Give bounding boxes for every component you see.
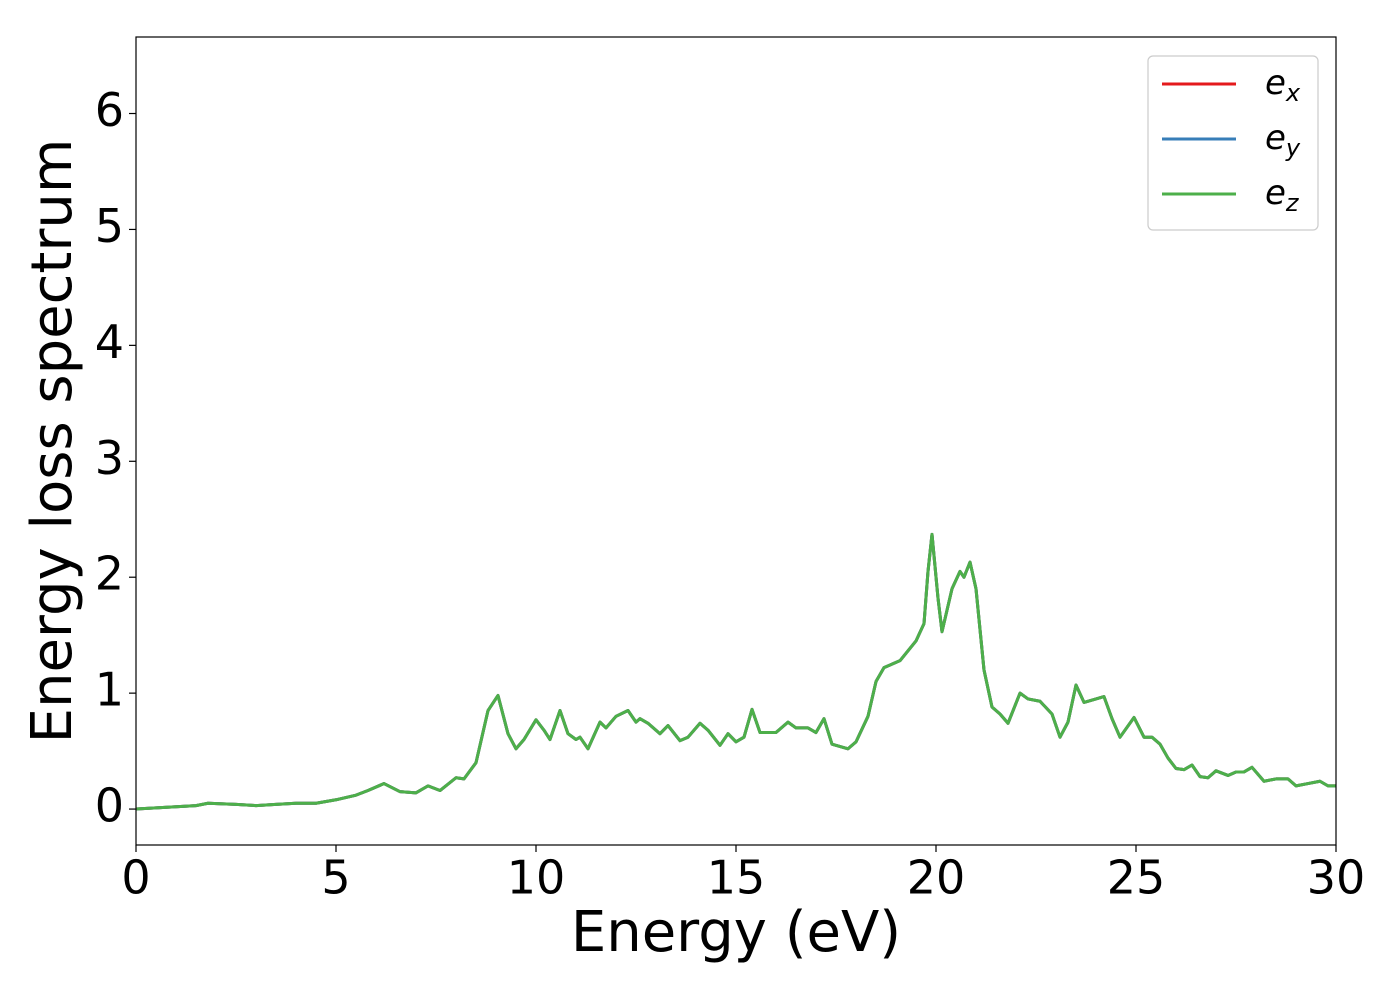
plot-frame (135, 36, 1337, 846)
y-tick-label: 0 (95, 779, 124, 833)
y-tick-label: 6 (95, 83, 124, 137)
y-tick-label: 3 (95, 431, 124, 485)
plot-lines (136, 532, 1336, 811)
y-tick-label: 5 (95, 199, 124, 253)
y-tick-label: 4 (95, 315, 124, 369)
legend-box (1147, 55, 1319, 231)
x-tick-label: 0 (121, 851, 150, 905)
y-tick-label: 1 (95, 663, 124, 717)
x-tick-label: 30 (1307, 851, 1366, 905)
series-line (136, 532, 1336, 811)
x-tick-label: 15 (707, 851, 766, 905)
y-tick-label: 2 (95, 547, 124, 601)
x-axis-label: Energy (eV) (571, 900, 901, 965)
y-axis-label: Energy loss spectrum (20, 139, 85, 744)
legend-label: ey (1265, 118, 1301, 163)
x-tick-label: 10 (507, 851, 566, 905)
series-line (136, 532, 1336, 811)
legend-label: ex (1265, 63, 1301, 108)
x-tick-label: 5 (321, 851, 350, 905)
legend-label: ez (1265, 173, 1300, 218)
series-line (136, 532, 1336, 811)
x-tick-label: 25 (1107, 851, 1166, 905)
x-tick-label: 20 (907, 851, 966, 905)
